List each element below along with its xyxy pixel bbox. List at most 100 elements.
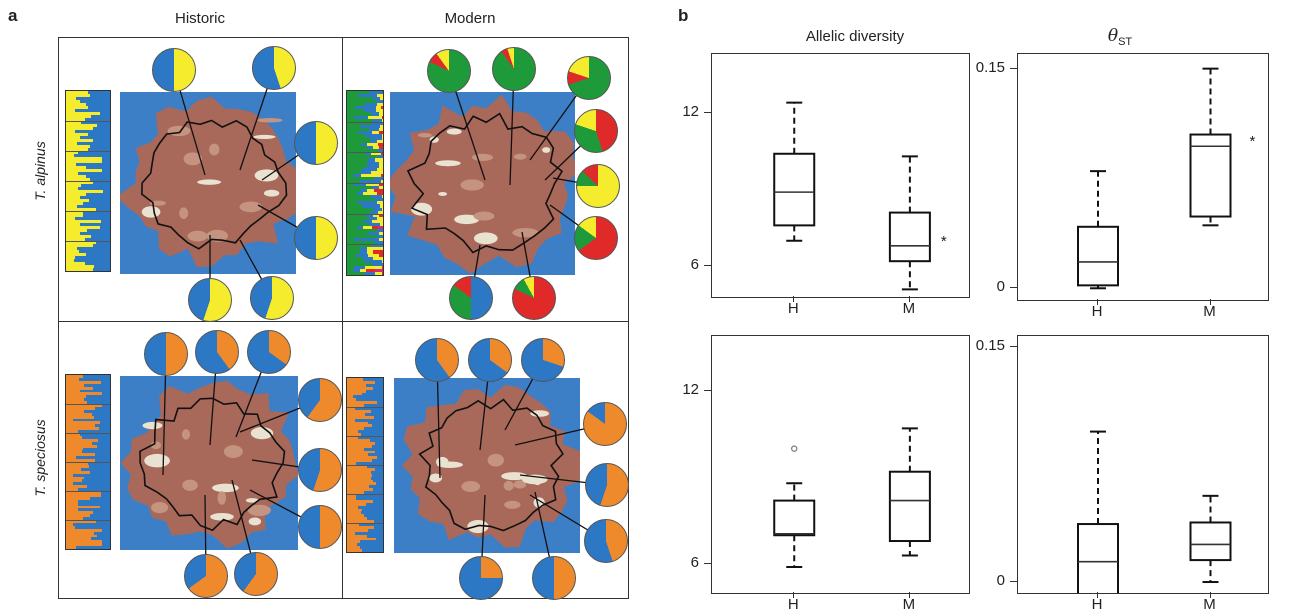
structure-segment <box>355 253 368 258</box>
structure-row <box>347 235 383 239</box>
structure-segment <box>101 543 110 547</box>
structure-segment <box>369 222 381 227</box>
structure-row <box>347 213 383 218</box>
structure-row <box>347 543 383 547</box>
structure-segment <box>378 232 383 236</box>
structure-segment <box>85 262 110 266</box>
structure-segment <box>66 453 95 457</box>
structure-segment <box>93 139 110 143</box>
structure-segment <box>347 244 371 248</box>
structure-segment <box>356 494 383 498</box>
structure-row <box>347 176 383 181</box>
structure-segment <box>365 133 382 138</box>
structure-segment <box>347 517 368 521</box>
structure-segment <box>347 537 377 541</box>
structure-row <box>347 164 383 169</box>
structure-segment <box>370 470 383 475</box>
terrain-patch <box>460 179 484 191</box>
x-tick-mark <box>793 296 795 302</box>
structure-segment <box>66 543 102 547</box>
structure-row <box>66 94 110 98</box>
structure-segment <box>66 409 84 414</box>
structure-segment <box>66 160 103 164</box>
pie-chart <box>574 216 618 260</box>
panel-a-divider-v <box>342 37 343 599</box>
structure-segment <box>347 146 367 150</box>
structure-row <box>66 259 110 263</box>
structure-segment <box>360 173 382 178</box>
structure-segment <box>354 418 383 422</box>
structure-segment <box>75 256 110 260</box>
structure-segment <box>378 210 383 215</box>
pie-chart <box>184 554 228 598</box>
structure-segment <box>347 253 356 258</box>
structure-segment <box>66 232 80 236</box>
structure-row <box>66 187 110 191</box>
structure-segment <box>66 435 83 440</box>
structure-segment <box>94 406 110 411</box>
structure-segment <box>347 140 371 144</box>
structure-row <box>347 496 383 501</box>
pie-chart <box>188 278 232 322</box>
structure-segment <box>79 433 110 437</box>
structure-segment <box>347 459 372 463</box>
structure-row <box>347 438 383 443</box>
structure-segment <box>90 537 110 541</box>
structure-segment <box>66 401 88 405</box>
structure-segment <box>86 103 110 107</box>
structure-bar-alpinus-modern <box>346 90 384 276</box>
structure-segment <box>376 100 383 104</box>
structure-segment <box>347 176 374 181</box>
structure-row <box>66 438 110 443</box>
structure-segment <box>377 140 383 144</box>
structure-row <box>347 383 383 388</box>
structure-row <box>347 133 383 138</box>
structure-row <box>347 409 383 414</box>
structure-row <box>347 186 383 190</box>
structure-segment <box>373 415 383 420</box>
structure-segment <box>369 216 377 221</box>
structure-segment <box>66 499 79 504</box>
box-iqr <box>888 470 931 543</box>
structure-segment <box>382 118 383 123</box>
structure-row <box>347 155 383 159</box>
structure-segment <box>375 198 383 202</box>
structure-row <box>66 175 110 179</box>
pie-chart <box>252 46 296 90</box>
x-tick-label: M <box>1203 596 1216 613</box>
structure-segment <box>347 250 361 255</box>
structure-row <box>66 145 110 149</box>
structure-row <box>66 389 110 393</box>
structure-segment <box>74 259 110 263</box>
structure-segment <box>370 244 383 248</box>
terrain-patch <box>504 500 521 509</box>
structure-segment <box>347 383 366 388</box>
structure-segment <box>66 103 87 107</box>
structure-row <box>66 418 110 422</box>
structure-segment <box>357 430 383 434</box>
structure-segment <box>347 525 374 530</box>
y-tick-mark <box>1010 345 1017 347</box>
structure-segment <box>371 473 383 478</box>
structure-segment <box>88 464 110 469</box>
structure-row <box>66 534 110 538</box>
structure-segment <box>347 380 375 385</box>
structure-segment <box>347 164 368 169</box>
structure-row <box>347 109 383 113</box>
structure-row <box>347 505 383 509</box>
structure-bar-speciosus-modern <box>346 377 384 553</box>
structure-segment <box>66 100 81 104</box>
structure-segment <box>363 103 377 107</box>
structure-segment <box>75 456 110 460</box>
x-tick-label: H <box>1091 303 1103 320</box>
structure-segment <box>369 137 382 141</box>
structure-segment <box>66 427 100 431</box>
structure-segment <box>66 546 77 549</box>
structure-segment <box>356 201 378 205</box>
terrain-patch <box>212 483 239 493</box>
structure-segment <box>376 229 383 233</box>
structure-row <box>66 91 110 95</box>
structure-segment <box>347 259 364 264</box>
structure-row <box>347 389 383 393</box>
structure-segment <box>66 217 76 221</box>
